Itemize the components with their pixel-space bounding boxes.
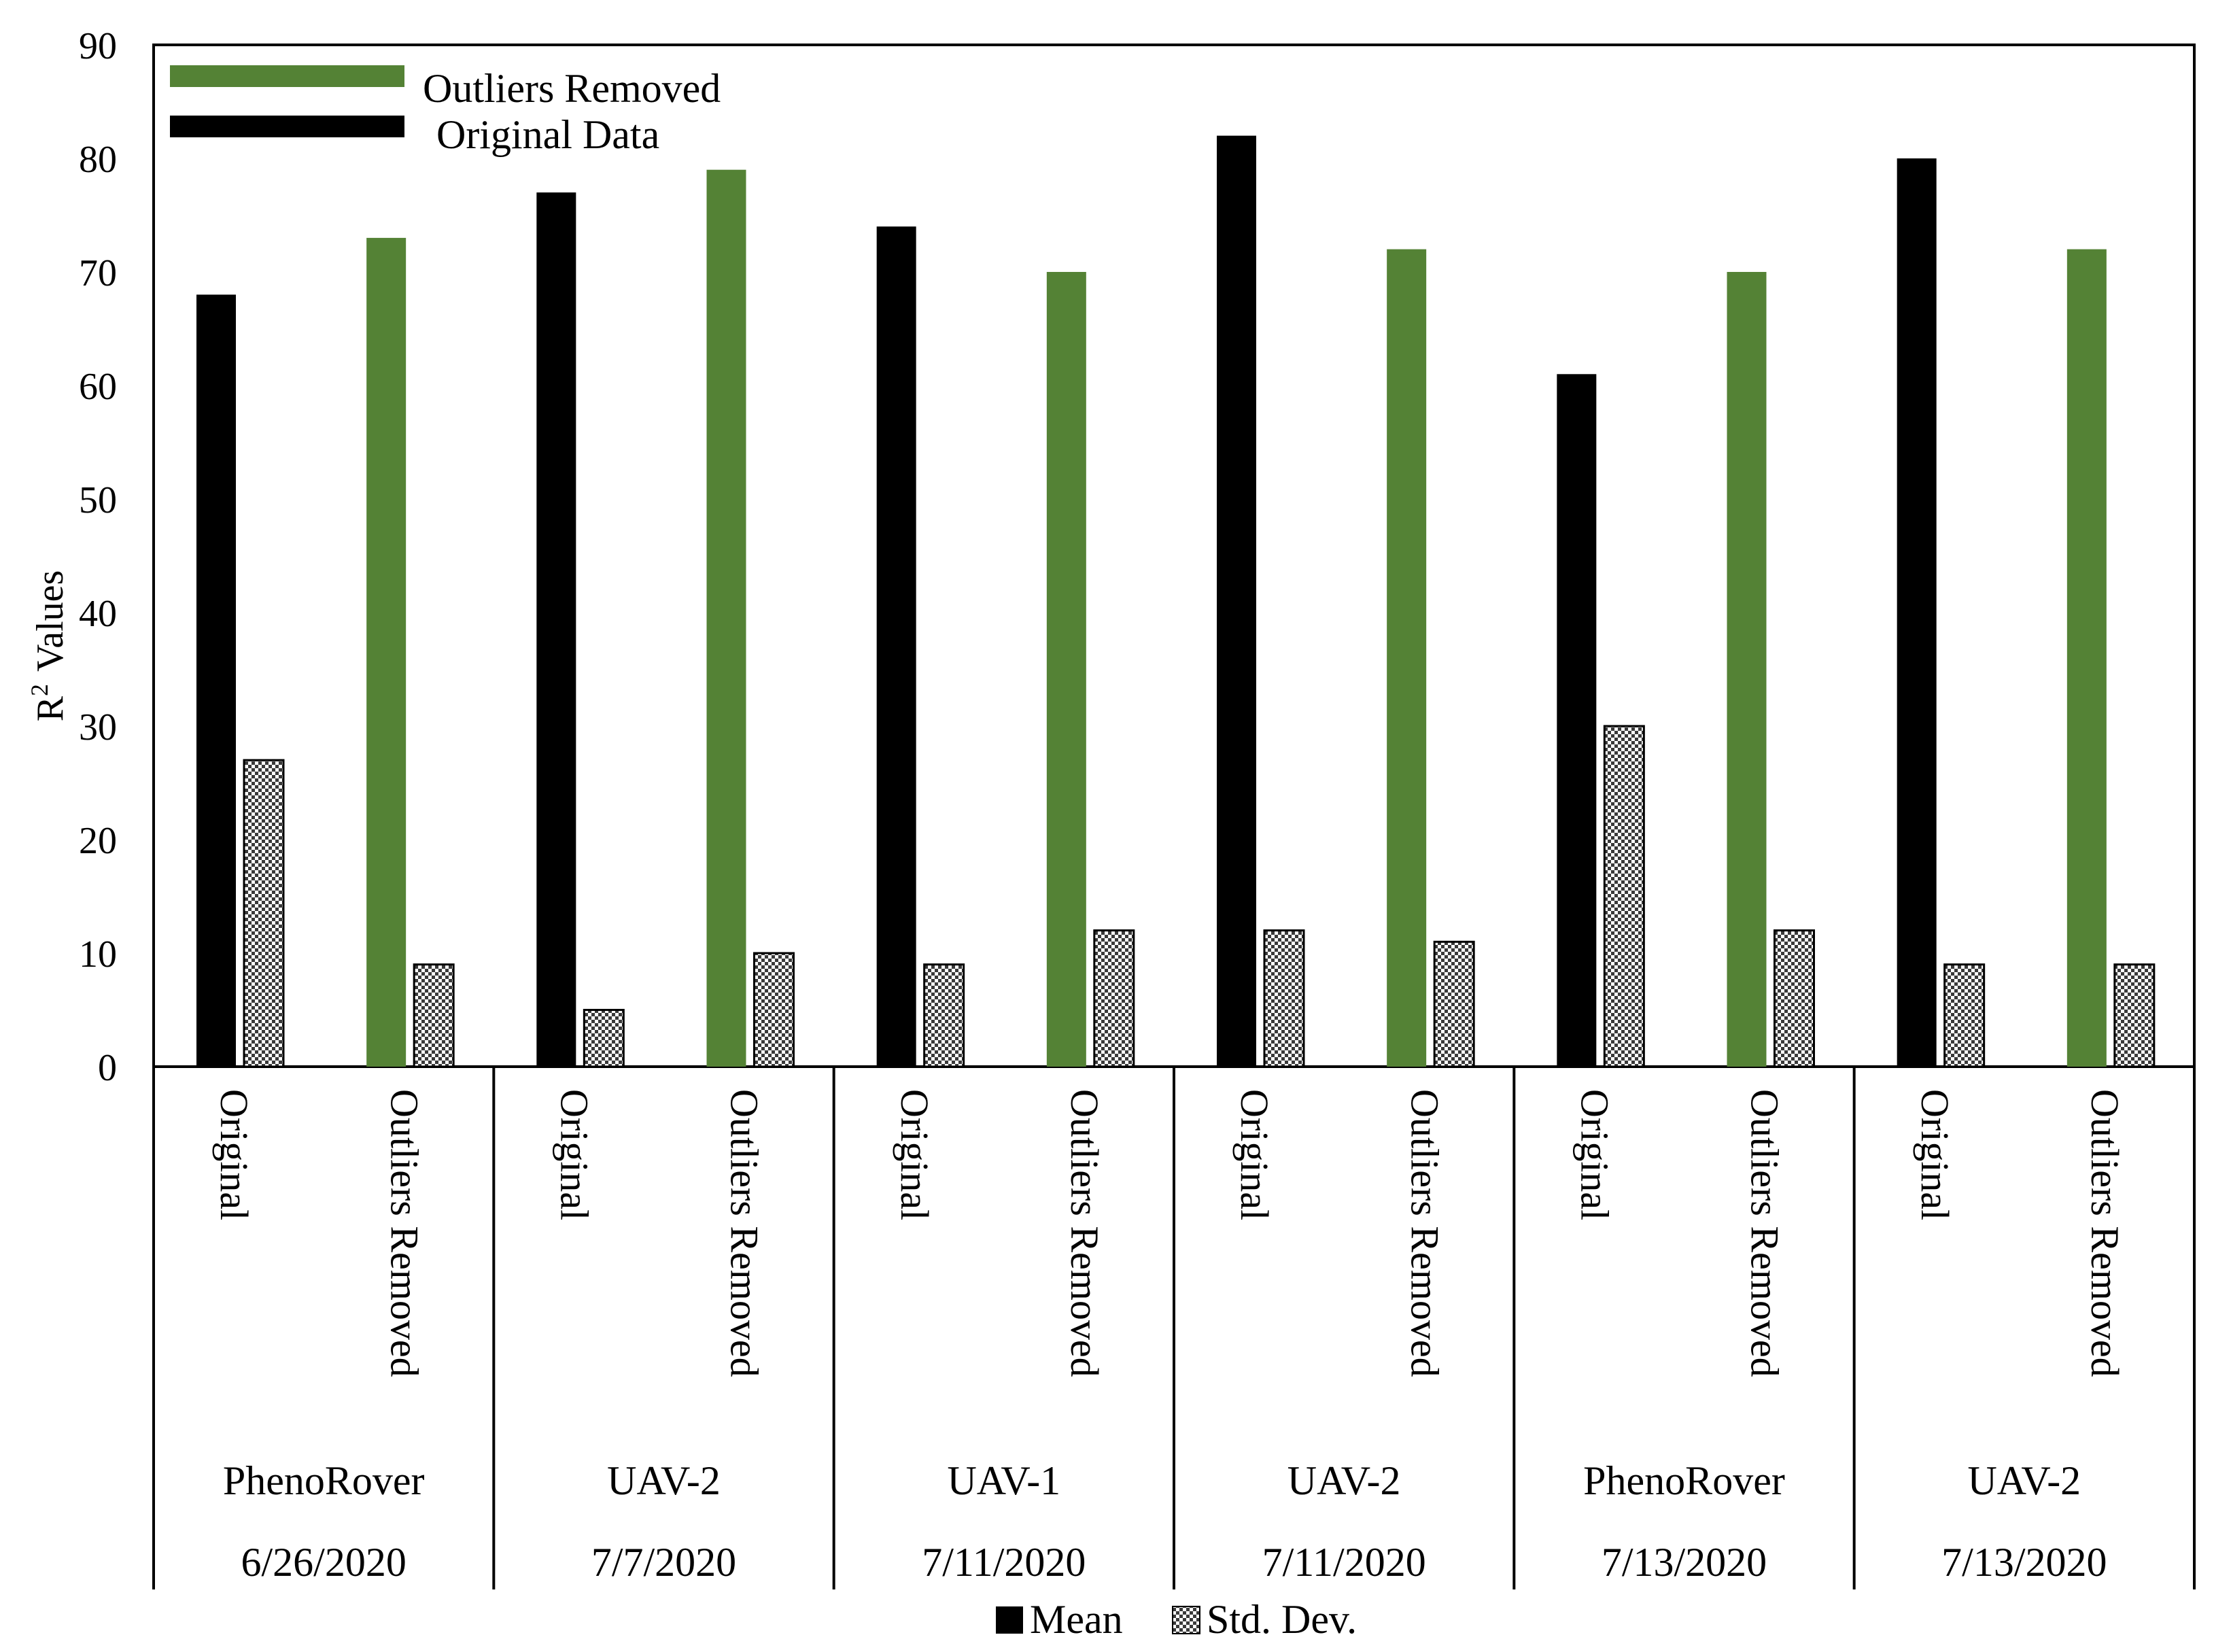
legend-top: Outliers Removed Original Data: [170, 65, 721, 157]
legend-swatch-outliers-removed: [170, 65, 404, 87]
bar-mean-outliers-removed: [1387, 249, 1427, 1067]
bar-std-dev: [243, 759, 285, 1068]
x-date-label: 7/13/2020: [1602, 1540, 1767, 1585]
y-tick-label: 50: [79, 479, 117, 521]
x-subcategory-label: Outliers Removed: [1402, 1089, 1447, 1377]
legend-label-outliers-removed: Outliers Removed: [423, 66, 721, 111]
y-tick-label: 70: [79, 252, 117, 294]
x-platform-label: UAV-2: [607, 1458, 721, 1503]
bar-std-dev: [1433, 940, 1475, 1068]
x-subcategory-label: Original: [893, 1089, 937, 1220]
y-tick-label: 20: [79, 820, 117, 862]
bar-mean-outliers-removed: [1046, 272, 1086, 1067]
bars-layer: [196, 135, 2156, 1068]
bar-mean-outliers-removed: [2066, 249, 2107, 1067]
bar-std-dev: [413, 963, 455, 1068]
y-tick-label: 60: [79, 366, 117, 408]
bar-mean-outliers-removed: [706, 169, 746, 1067]
legend-icon-mean: [996, 1606, 1023, 1634]
bar-std-dev: [1943, 963, 1986, 1068]
x-platform-label: PhenoRover: [1583, 1458, 1785, 1503]
bar-mean-original: [1557, 374, 1597, 1067]
x-platform-label: UAV-2: [1287, 1458, 1401, 1503]
x-platform-label: UAV-2: [1967, 1458, 2081, 1503]
legend-swatch-original-data: [170, 116, 404, 137]
bar-mean-original: [876, 226, 916, 1067]
y-tick-label: 40: [79, 593, 117, 635]
x-subcategory-label: Original: [212, 1089, 256, 1220]
x-subcategory-label: Outliers Removed: [723, 1089, 767, 1377]
x-platform-label: UAV-1: [947, 1458, 1060, 1503]
y-tick-label: 0: [98, 1047, 117, 1089]
bar-std-dev: [583, 1009, 625, 1068]
x-date-label: 7/11/2020: [1262, 1540, 1426, 1585]
legend-label-mean: Mean: [1030, 1597, 1123, 1642]
bar-std-dev: [1093, 929, 1135, 1068]
x-subcategory-label: Outliers Removed: [1062, 1089, 1107, 1377]
bar-mean-original: [1217, 135, 1256, 1067]
legend-icon-std-dev: [1172, 1606, 1200, 1634]
x-date-label: 7/7/2020: [591, 1540, 736, 1585]
x-date-label: 6/26/2020: [241, 1540, 406, 1585]
bar-mean-original: [1897, 158, 1937, 1067]
bar-mean-original: [536, 192, 576, 1067]
bar-std-dev: [1603, 725, 1645, 1068]
x-subcategory-label: Outliers Removed: [1743, 1089, 1787, 1377]
bar-mean-original: [196, 294, 236, 1067]
x-subcategory-label: Original: [1913, 1089, 1957, 1220]
x-subcategory-label: Original: [1232, 1089, 1277, 1220]
legend-label-original-data: Original Data: [436, 112, 659, 157]
bar-std-dev: [753, 952, 795, 1068]
x-subcategory-label: Outliers Removed: [382, 1089, 426, 1377]
plot-area-frame: [152, 44, 2196, 1068]
bar-mean-outliers-removed: [366, 237, 407, 1067]
bar-std-dev: [1774, 929, 1815, 1068]
bar-std-dev: [923, 963, 965, 1068]
bar-std-dev: [1263, 929, 1305, 1068]
x-axis-labels: Original Outliers Removed PhenoRover 6/26/2…: [152, 1067, 2196, 1589]
y-axis: 0 10 20 30 40 50 60 70 80 90: [79, 25, 117, 1089]
x-date-label: 7/13/2020: [1941, 1540, 2107, 1585]
y-tick-label: 30: [79, 706, 117, 748]
bar-mean-outliers-removed: [1727, 272, 1767, 1067]
x-subcategory-label: Original: [552, 1089, 596, 1220]
x-subcategory-label: Outliers Removed: [2083, 1089, 2127, 1377]
y-tick-label: 90: [79, 25, 117, 67]
x-date-label: 7/11/2020: [922, 1540, 1086, 1585]
y-tick-label: 80: [79, 139, 117, 181]
x-subcategory-label: Original: [1572, 1089, 1616, 1220]
y-axis-title: R2Values: [26, 570, 71, 722]
bar-std-dev: [2113, 963, 2156, 1068]
x-platform-label: PhenoRover: [223, 1458, 425, 1503]
legend-bottom: Mean Std. Dev.: [996, 1597, 1357, 1642]
legend-label-std-dev: Std. Dev.: [1207, 1597, 1357, 1642]
y-tick-label: 10: [79, 933, 117, 976]
